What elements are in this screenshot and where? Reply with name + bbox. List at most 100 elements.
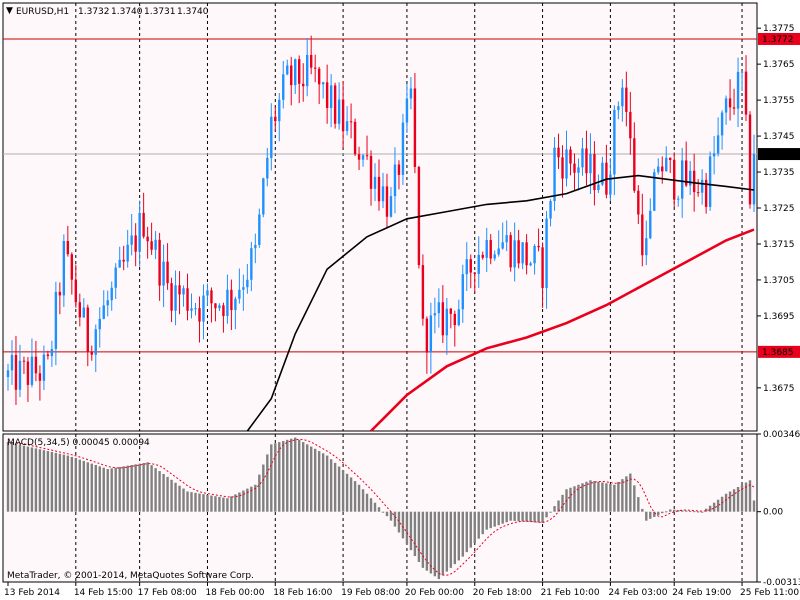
- candle-body: [82, 307, 85, 318]
- macd-bar: [513, 511, 516, 521]
- macd-bar: [621, 479, 624, 512]
- macd-bar: [692, 511, 696, 513]
- candle-body: [461, 274, 464, 310]
- candle-body: [457, 309, 460, 326]
- candle-body: [421, 265, 425, 319]
- x-tick-label: 20 Feb 00:00: [405, 588, 464, 598]
- candle-body: [469, 259, 472, 273]
- candle-body: [736, 71, 740, 109]
- candle-body: [445, 308, 449, 336]
- macd-bar: [14, 443, 18, 512]
- x-tick-label: 13 Feb 2014: [4, 588, 60, 598]
- macd-bar: [649, 511, 652, 519]
- macd-bar: [473, 511, 476, 544]
- candle-body: [409, 88, 413, 99]
- candle-body: [154, 239, 157, 250]
- macd-bar: [509, 511, 512, 521]
- candle-body: [110, 287, 113, 301]
- y-tick-label: 1.3745: [763, 132, 795, 142]
- level-price-label: 1.3772: [762, 35, 794, 45]
- candle-body: [174, 285, 177, 311]
- macd-bar: [549, 511, 552, 513]
- candle-body: [106, 300, 109, 306]
- macd-bar: [381, 511, 385, 513]
- x-tick-label: 21 Feb 10:00: [541, 588, 600, 598]
- candle-body: [401, 122, 405, 175]
- macd-bar: [198, 493, 201, 512]
- macd-panel[interactable]: 0.00346 0.00 -0.00313 MACD(5,34,5) 0.00045…: [2, 430, 800, 588]
- macd-bar: [337, 466, 341, 512]
- candle-body: [74, 279, 78, 303]
- candle-body: [393, 164, 397, 197]
- macd-bar: [22, 445, 26, 512]
- main-plot-area: [2, 2, 758, 432]
- macd-bar: [629, 473, 632, 512]
- candle-body: [118, 259, 121, 268]
- candle-body: [54, 291, 58, 349]
- macd-bar: [270, 444, 273, 512]
- candle-body: [593, 154, 596, 191]
- ohlc-open: 1.3732: [78, 7, 110, 17]
- macd-bar: [457, 511, 460, 561]
- candle-body: [254, 244, 257, 249]
- candle-body: [194, 308, 197, 310]
- candle-body: [533, 245, 536, 264]
- candle-body: [577, 167, 580, 173]
- candle-body: [505, 235, 508, 243]
- macd-bar: [321, 453, 325, 512]
- macd-bar: [724, 493, 728, 512]
- candle-body: [509, 235, 512, 268]
- y-tick-label: 1.3735: [763, 168, 795, 178]
- candle-body: [377, 176, 381, 202]
- candle-body: [708, 156, 712, 207]
- macd-bar: [102, 467, 105, 512]
- macd-bar: [150, 465, 153, 512]
- macd-bar: [282, 440, 285, 512]
- macd-bar: [736, 487, 740, 512]
- macd-bar: [625, 476, 628, 512]
- candle-body: [302, 83, 305, 87]
- macd-bar: [353, 481, 357, 512]
- candle-body: [146, 236, 149, 242]
- macd-bar: [206, 494, 209, 512]
- macd-bar: [720, 496, 724, 512]
- macd-bar: [194, 492, 197, 512]
- macd-bar: [106, 469, 109, 512]
- candle-body: [270, 116, 273, 158]
- macd-bar: [66, 455, 70, 512]
- level-price-tag: [758, 345, 800, 358]
- candle-body: [126, 244, 129, 262]
- candle-body: [609, 174, 612, 195]
- macd-bar: [449, 511, 453, 568]
- dropdown-arrow-icon[interactable]: ▼: [6, 6, 13, 16]
- macd-bar: [589, 480, 592, 512]
- candle-body: [637, 190, 640, 215]
- candle-body: [78, 302, 82, 318]
- candle-body: [497, 248, 500, 255]
- macd-bar: [317, 451, 321, 512]
- macd-bar: [294, 437, 297, 512]
- macd-bar: [657, 511, 660, 516]
- candle-body: [581, 148, 584, 168]
- macd-bar: [489, 511, 492, 529]
- candle-body: [744, 71, 748, 115]
- candle-body: [313, 67, 317, 69]
- macd-bar: [6, 442, 10, 512]
- candle-body: [661, 166, 664, 172]
- main-price-panel[interactable]: 1.3772 1.3685 1.3740 1.3775 1.3765 1.3755 1.3…: [2, 2, 800, 432]
- candle-body: [14, 354, 18, 390]
- candle-body: [178, 285, 181, 295]
- candle-body: [266, 157, 269, 179]
- macd-bar: [585, 481, 588, 512]
- candle-body: [740, 71, 744, 73]
- macd-bar: [10, 442, 14, 512]
- time-axis: 13 Feb 2014 14 Feb 15:00 17 Feb 08:00 18 Fe…: [4, 582, 799, 598]
- macd-bar: [266, 454, 269, 512]
- macd-bar: [369, 498, 373, 512]
- macd-bar: [162, 473, 165, 512]
- candle-body: [553, 147, 556, 202]
- y-tick-label: -0.00313: [763, 578, 800, 588]
- macd-bar: [752, 500, 756, 512]
- macd-bar: [357, 484, 361, 512]
